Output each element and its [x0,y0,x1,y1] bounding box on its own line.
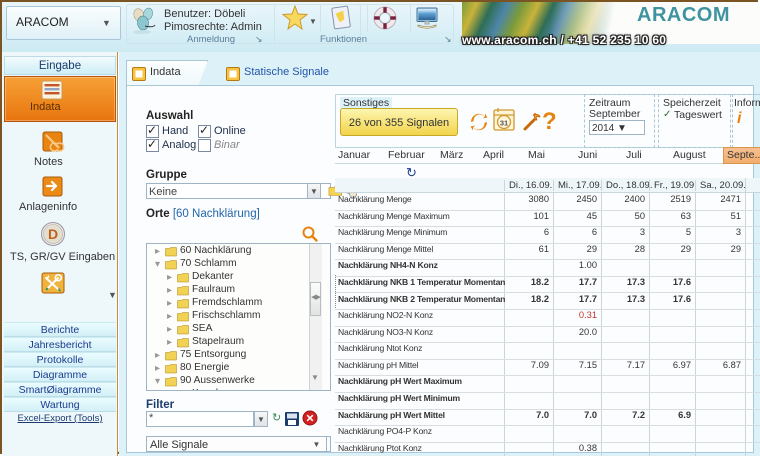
svg-text:31: 31 [500,119,508,128]
svg-text:D: D [48,226,58,242]
